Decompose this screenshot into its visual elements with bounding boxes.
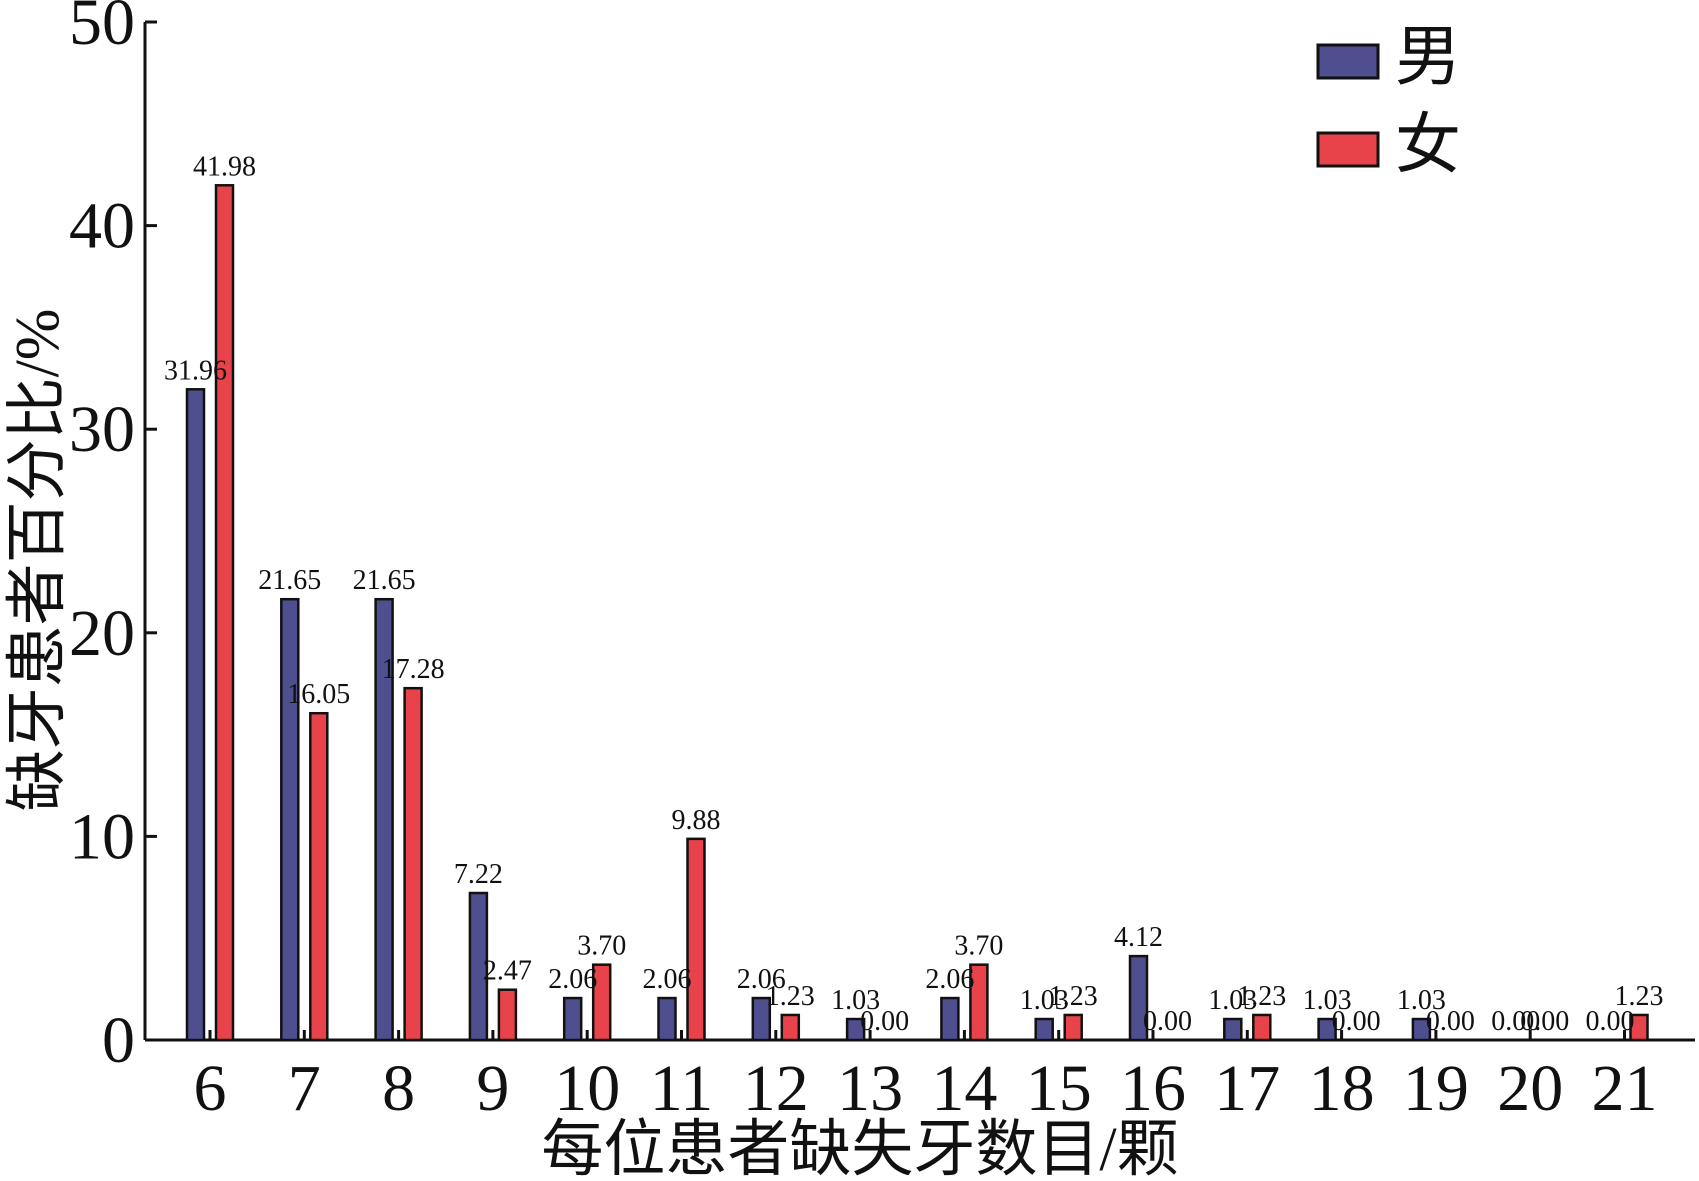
y-tick-label: 40 <box>69 190 135 263</box>
bar-female <box>1063 1013 1083 1042</box>
bar-female <box>214 184 235 1042</box>
legend-label: 男 <box>1395 21 1461 94</box>
x-tick-label: 9 <box>476 1052 509 1125</box>
y-tick-label: 10 <box>69 800 135 873</box>
bar-male <box>1411 1017 1432 1042</box>
bar-male <box>374 597 394 1042</box>
data-label: 21.65 <box>258 565 321 596</box>
data-label: 17.28 <box>382 654 445 685</box>
x-tick-label: 10 <box>554 1052 620 1125</box>
x-tick-label: 19 <box>1403 1052 1469 1125</box>
data-label: 9.88 <box>672 805 721 836</box>
data-label: 3.70 <box>954 931 1003 962</box>
y-tick-label: 30 <box>69 393 135 466</box>
x-tick-label: 6 <box>194 1052 227 1125</box>
y-tick-label: 20 <box>69 597 135 670</box>
bar-female <box>969 963 989 1042</box>
x-tick-label: 12 <box>743 1052 809 1125</box>
y-tick-label: 50 <box>69 0 135 59</box>
data-label: 0.00 <box>1520 1006 1569 1037</box>
data-label: 0.00 <box>1491 1006 1540 1037</box>
x-tick-label: 13 <box>837 1052 903 1125</box>
y-axis-label: 缺牙患者百分比/% <box>4 309 72 812</box>
bar-male <box>751 996 772 1042</box>
bar-female <box>1629 1013 1649 1042</box>
legend-swatch-male <box>1316 43 1380 80</box>
legend: 男女 <box>1316 21 1461 182</box>
bar-male <box>657 996 677 1042</box>
x-tick-label: 14 <box>931 1052 997 1125</box>
bar-male <box>940 996 960 1042</box>
bar-male <box>1128 954 1149 1042</box>
x-tick-label: 17 <box>1214 1052 1280 1125</box>
x-tick-label: 18 <box>1309 1052 1375 1125</box>
data-label: 1.03 <box>1303 985 1352 1016</box>
x-tick-label: 8 <box>382 1052 415 1125</box>
data-label: 1.23 <box>766 981 815 1012</box>
data-label: 1.23 <box>1615 981 1664 1012</box>
data-label: 4.12 <box>1114 922 1163 953</box>
data-label: 2.06 <box>737 964 786 995</box>
data-label: 0.00 <box>1586 1006 1635 1037</box>
data-label: 0.00 <box>1143 1006 1192 1037</box>
bar-female <box>780 1013 801 1042</box>
bar-female <box>497 988 518 1042</box>
data-label: 1.03 <box>1020 985 1069 1016</box>
legend-swatch-female <box>1316 131 1380 168</box>
data-label: 0.00 <box>860 1006 909 1037</box>
data-label: 41.98 <box>193 151 256 182</box>
legend-label: 女 <box>1395 109 1461 182</box>
bar-female <box>1252 1013 1272 1042</box>
bar-female <box>591 963 612 1042</box>
bar-female <box>403 686 423 1042</box>
bar-male <box>562 996 583 1042</box>
data-label: 1.03 <box>1208 985 1257 1016</box>
data-label: 1.23 <box>1049 981 1098 1012</box>
bars <box>185 184 1649 1042</box>
data-label: 0.00 <box>1332 1006 1381 1037</box>
data-label: 2.47 <box>483 956 532 987</box>
data-label: 1.03 <box>831 985 880 1016</box>
data-label: 2.06 <box>548 964 597 995</box>
bar-female <box>309 711 329 1042</box>
x-axis-label: 每位患者缺失牙数目/颗 <box>541 1116 1178 1181</box>
bar-male <box>1317 1017 1337 1042</box>
bar-male <box>185 388 206 1042</box>
data-label: 16.05 <box>287 679 350 710</box>
data-label: 3.70 <box>577 931 626 962</box>
bar-male <box>845 1017 866 1042</box>
bar-male <box>468 891 489 1042</box>
x-tick-label: 16 <box>1120 1052 1186 1125</box>
data-label: 21.65 <box>353 565 416 596</box>
x-tick-label: 20 <box>1497 1052 1563 1125</box>
data-label: 1.23 <box>1237 981 1286 1012</box>
data-label: 2.06 <box>925 964 974 995</box>
data-label: 0.00 <box>1426 1006 1475 1037</box>
y-axis: 0 10 20 30 40 50 <box>69 0 157 1077</box>
x-tick-label: 21 <box>1592 1052 1658 1125</box>
y-tick-label: 0 <box>102 1004 135 1077</box>
x-tick-label: 11 <box>650 1052 714 1125</box>
bar-male <box>1034 1017 1054 1042</box>
bar-male <box>1223 1017 1243 1042</box>
data-label: 31.96 <box>164 355 227 386</box>
data-label: 2.06 <box>643 964 692 995</box>
bar-male <box>280 597 300 1042</box>
bar-female <box>686 837 706 1042</box>
data-label: 7.22 <box>454 859 503 890</box>
x-axis: 6 7 8 9 10 11 12 13 14 15 16 17 18 19 20 21 <box>145 1030 1695 1125</box>
x-tick-label: 7 <box>288 1052 321 1125</box>
data-label: 1.03 <box>1397 985 1446 1016</box>
x-tick-label: 15 <box>1026 1052 1092 1125</box>
